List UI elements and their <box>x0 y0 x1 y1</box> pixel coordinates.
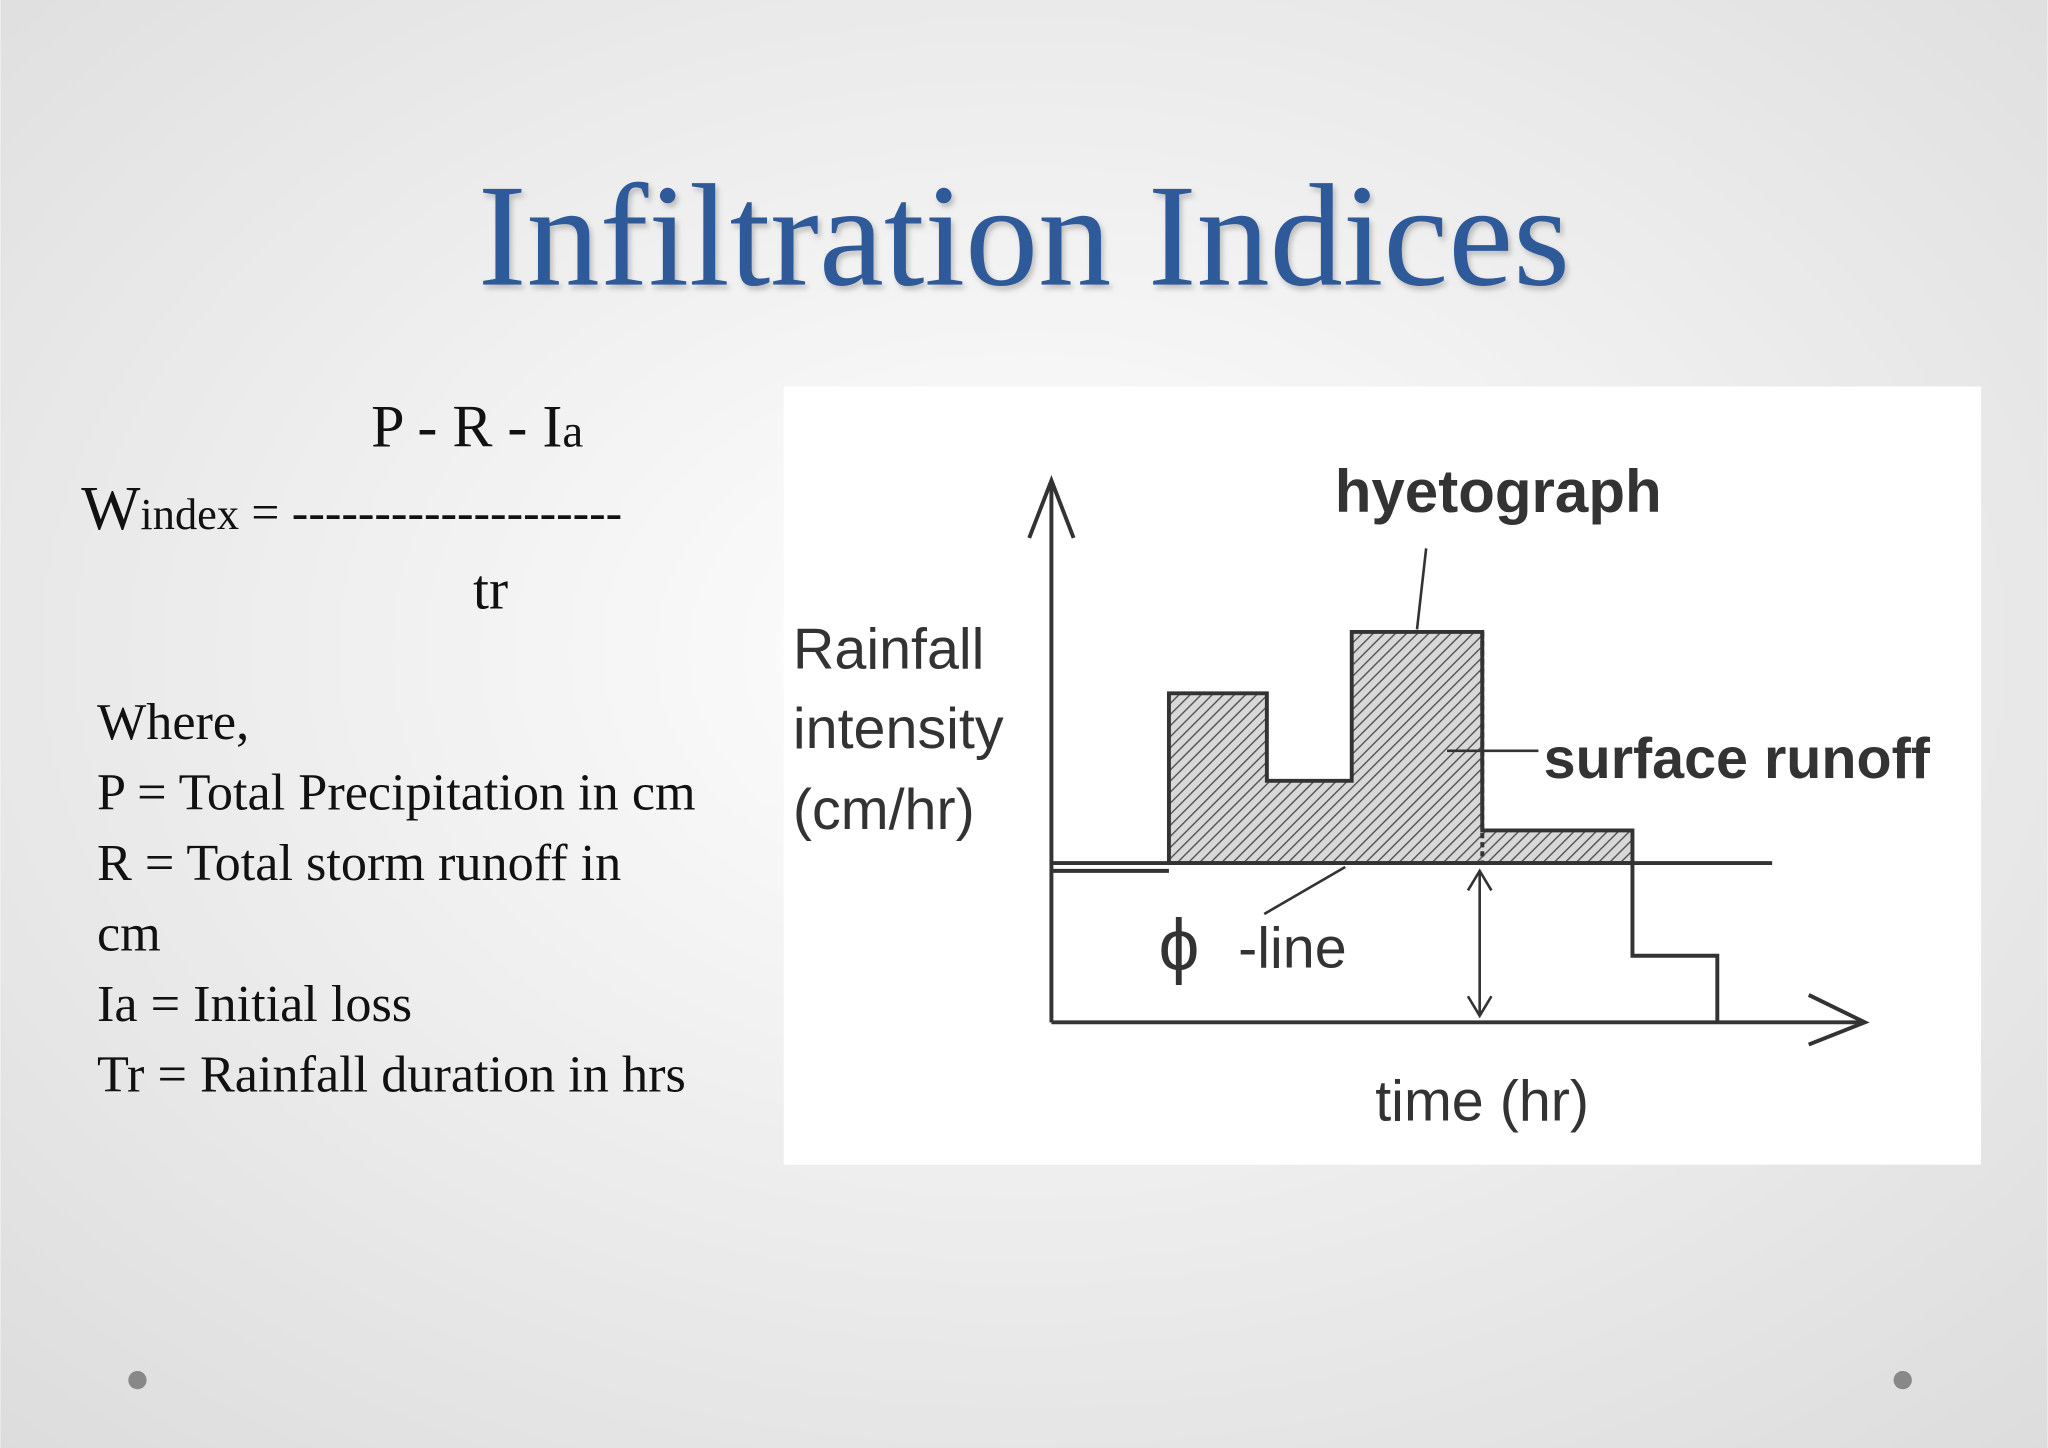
numerator-subscript: a <box>562 406 583 458</box>
hyetograph-leader <box>1415 548 1428 630</box>
definition-line: Tr = Rainfall duration in hrs <box>97 1046 686 1104</box>
formula-numerator: P - R - Ia <box>371 393 583 460</box>
fraction-bar: = -------------------- <box>239 485 622 540</box>
x-axis-arrow <box>1807 993 1870 1047</box>
definition-line: cm <box>97 905 161 963</box>
y-label-3: (cm/hr) <box>793 778 975 842</box>
hyetograph-label: hyetograph <box>1335 458 1662 525</box>
diagram <box>1027 475 1870 1047</box>
slide-dot <box>128 1370 147 1390</box>
phi-leader <box>1263 865 1346 916</box>
numerator-text: P - R - I <box>371 393 562 460</box>
lhs-subscript: index <box>140 489 239 539</box>
x-label: time (hr) <box>1375 1069 1589 1133</box>
definition-line: P = Total Precipitation in cm <box>97 764 696 822</box>
lhs-text: W <box>81 473 141 543</box>
y-label-1: Rainfall <box>793 618 985 682</box>
definitions-intro: Where, <box>97 693 249 751</box>
rainfall-tail <box>1630 863 1720 1023</box>
loss-arrowheads <box>1466 868 1493 1019</box>
y-label-2: intensity <box>793 697 1004 761</box>
phi-symbol: ϕ <box>1158 905 1199 986</box>
formula-denominator: tr <box>473 558 508 621</box>
formula-lhs: Windex = -------------------- <box>81 473 622 543</box>
phi-line-label: -line <box>1238 917 1347 981</box>
definitions: P = Total Precipitation in cm R = Total s… <box>97 764 696 1104</box>
definition-line: Ia = Initial loss <box>97 975 412 1033</box>
hyetograph-area <box>1166 629 1635 866</box>
slide-title: Infiltration Indices <box>478 155 1570 317</box>
slide-dot <box>1893 1370 1912 1390</box>
definition-line: R = Total storm runoff in <box>97 834 621 892</box>
y-axis-arrow <box>1027 475 1076 539</box>
surface-runoff-label: surface runoff <box>1544 727 1931 791</box>
